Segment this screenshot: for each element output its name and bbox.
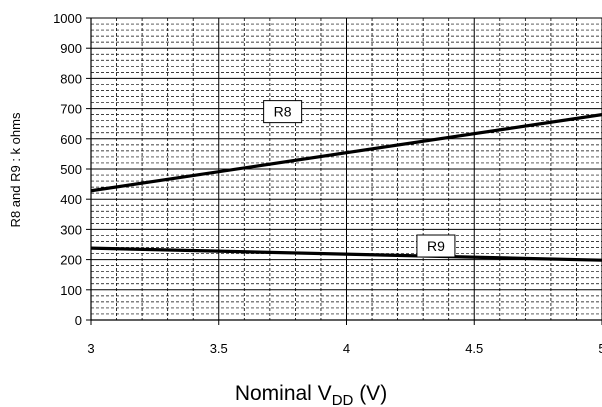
- y-tick-label: 700: [60, 102, 82, 117]
- x-axis-label-main: Nominal V: [235, 382, 332, 405]
- x-axis-label: Nominal VDD (V): [235, 382, 387, 407]
- series-label-r8: R8: [274, 104, 292, 120]
- x-tick-label: 4.5: [465, 341, 483, 356]
- x-axis-label-unit: (V): [353, 382, 387, 405]
- series-line-r8: [90, 113, 602, 193]
- series-label-box-r8: [263, 100, 303, 124]
- y-tick-label: 400: [60, 192, 82, 207]
- y-tick-label: 900: [60, 41, 82, 56]
- x-tick-label: 4: [343, 341, 350, 356]
- y-tick-label: 300: [60, 222, 82, 237]
- axes: [86, 17, 602, 325]
- grid: [90, 17, 602, 321]
- series-line-r9: [90, 246, 602, 262]
- x-tick-label: 3.5: [210, 341, 228, 356]
- y-tick-label: 600: [60, 132, 82, 147]
- y-tick-label: 500: [60, 162, 82, 177]
- x-tick-label: 5: [598, 341, 602, 356]
- x-tick-labels: 3 3.5 4 4.5 5: [87, 341, 602, 356]
- y-tick-label: 100: [60, 283, 82, 298]
- y-tick-label: 0: [75, 313, 82, 328]
- y-tick-labels: 0 100 200 300 400 500 600 700 800 900 1000: [53, 11, 82, 328]
- y-axis-label: R8 and R9 : k ohms: [8, 112, 23, 227]
- x-tick-label: 3: [87, 341, 94, 356]
- series-label-r9: R9: [427, 238, 445, 254]
- y-tick-label: 1000: [53, 11, 82, 26]
- y-tick-label: 800: [60, 71, 82, 86]
- x-axis-label-subscript: DD: [332, 392, 354, 407]
- y-tick-label: 200: [60, 253, 82, 268]
- series-label-box-r9: [416, 234, 456, 258]
- series-group: R8 R9: [90, 100, 602, 262]
